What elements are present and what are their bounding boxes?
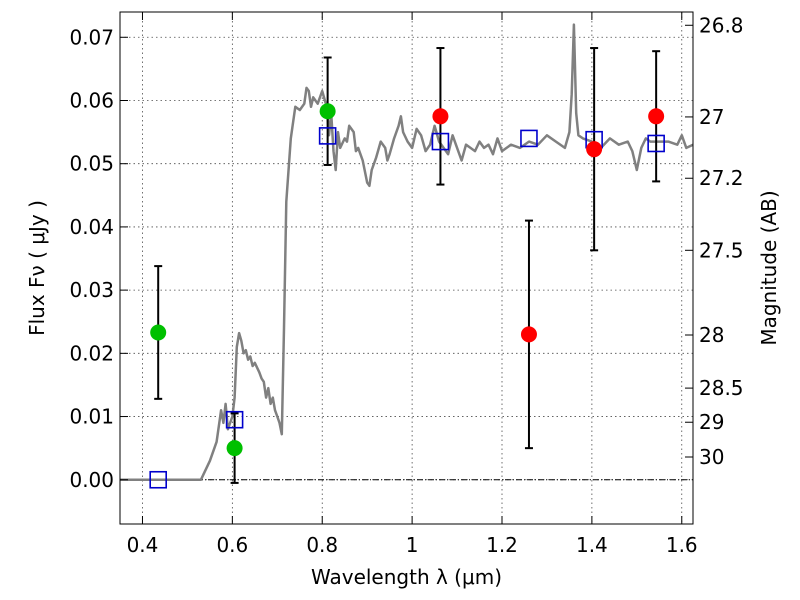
plot-frame <box>119 11 694 525</box>
green-point <box>226 440 243 457</box>
model-square-marker <box>647 134 665 153</box>
right-tick-label: 27.5 <box>699 238 744 262</box>
right-tick-label: 29 <box>699 410 724 434</box>
tick-labels: 0.4 0.6 0.8 1 1.2 1.4 1.6 0.00 0.01 0.02 0.03 0.04 0… <box>69 13 743 557</box>
right-axis-label: Magnitude (AB) <box>757 190 781 345</box>
x-tick-label: 1.2 <box>486 533 518 557</box>
x-tick-label: 0.6 <box>216 533 248 557</box>
x-tick-label: 1.6 <box>666 533 698 557</box>
y-tick-label: 0.02 <box>69 341 114 365</box>
spectrum-line <box>120 23 694 482</box>
model-square-marker <box>520 129 538 148</box>
red-point <box>432 108 449 125</box>
x-axis-label: Wavelength λ (μm) <box>311 565 502 589</box>
model-square-marker <box>318 127 337 145</box>
green-point <box>150 324 167 341</box>
green-point <box>319 103 336 120</box>
y-tick-label: 0.03 <box>69 278 114 302</box>
error-bars <box>154 47 661 484</box>
y-tick-label: 0.04 <box>69 215 114 239</box>
grid <box>120 12 693 524</box>
right-tick-label: 27 <box>699 105 724 129</box>
model-square-marker <box>431 132 450 151</box>
y-tick-label: 0.06 <box>69 88 114 112</box>
model-square-marker <box>149 470 167 489</box>
right-tick-label: 30 <box>699 445 724 469</box>
y-tick-label: 0.07 <box>69 25 114 49</box>
x-tick-label: 1.4 <box>576 533 608 557</box>
right-tick-label: 26.8 <box>699 13 744 37</box>
x-tick-label: 0.4 <box>127 533 159 557</box>
model-spectrum <box>120 23 694 482</box>
red-point <box>648 108 665 125</box>
right-tick-label: 28.5 <box>699 376 744 400</box>
y-tick-label: 0.01 <box>69 405 114 429</box>
red-point <box>586 141 603 158</box>
right-tick-label: 27.2 <box>699 166 744 190</box>
y-tick-label: 0.00 <box>69 468 114 492</box>
observed-photometry-points <box>150 103 665 457</box>
axis-ticks <box>120 12 693 524</box>
y-axis-label: Flux Fν ( μJy ) <box>25 200 49 336</box>
x-tick-label: 1 <box>406 533 419 557</box>
y-tick-label: 0.05 <box>69 152 114 176</box>
red-point <box>520 326 537 343</box>
right-tick-label: 28 <box>699 323 724 347</box>
x-tick-label: 0.8 <box>306 533 338 557</box>
model-photometry-markers <box>149 127 665 489</box>
model-square-marker <box>225 410 244 429</box>
